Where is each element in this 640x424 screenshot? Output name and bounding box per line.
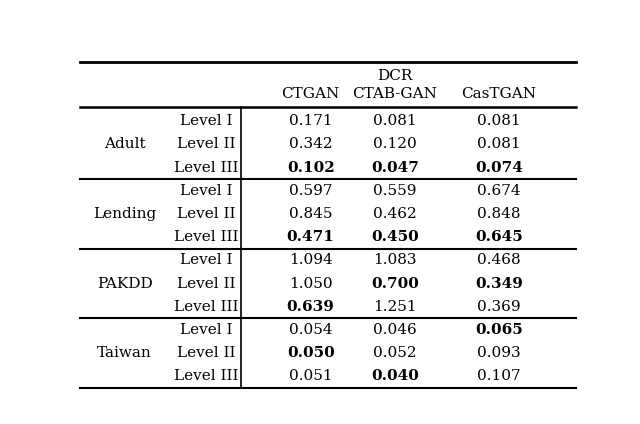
Text: 0.349: 0.349 (475, 276, 523, 290)
Text: Taiwan: Taiwan (97, 346, 152, 360)
Text: 0.674: 0.674 (477, 184, 521, 198)
Text: PAKDD: PAKDD (97, 276, 152, 290)
Text: Lending: Lending (93, 207, 156, 221)
Text: 0.052: 0.052 (373, 346, 417, 360)
Text: 1.083: 1.083 (373, 254, 417, 268)
Text: 0.050: 0.050 (287, 346, 335, 360)
Text: Level II: Level II (177, 276, 236, 290)
Text: 0.845: 0.845 (289, 207, 332, 221)
Text: 0.462: 0.462 (373, 207, 417, 221)
Text: 0.450: 0.450 (371, 230, 419, 244)
Text: 0.107: 0.107 (477, 369, 521, 383)
Text: 0.040: 0.040 (371, 369, 419, 383)
Text: Level II: Level II (177, 207, 236, 221)
Text: 0.081: 0.081 (477, 114, 521, 128)
Text: Level I: Level I (180, 254, 233, 268)
Text: Level II: Level II (177, 137, 236, 151)
Text: 0.468: 0.468 (477, 254, 521, 268)
Text: 0.559: 0.559 (373, 184, 417, 198)
Text: 0.645: 0.645 (476, 230, 523, 244)
Text: Level III: Level III (174, 369, 239, 383)
Text: Level III: Level III (174, 161, 239, 175)
Text: 0.081: 0.081 (477, 137, 521, 151)
Text: 0.054: 0.054 (289, 323, 332, 337)
Text: DCR: DCR (377, 69, 413, 83)
Text: 0.597: 0.597 (289, 184, 332, 198)
Text: CTAB-GAN: CTAB-GAN (353, 87, 437, 101)
Text: 0.102: 0.102 (287, 161, 335, 175)
Text: 0.848: 0.848 (477, 207, 521, 221)
Text: CasTGAN: CasTGAN (461, 87, 536, 101)
Text: Level I: Level I (180, 184, 233, 198)
Text: 1.251: 1.251 (373, 300, 417, 314)
Text: 0.093: 0.093 (477, 346, 521, 360)
Text: Level I: Level I (180, 323, 233, 337)
Text: CTGAN: CTGAN (282, 87, 340, 101)
Text: 0.047: 0.047 (371, 161, 419, 175)
Text: Level III: Level III (174, 230, 239, 244)
Text: 0.051: 0.051 (289, 369, 332, 383)
Text: 1.050: 1.050 (289, 276, 332, 290)
Text: 0.120: 0.120 (373, 137, 417, 151)
Text: 0.342: 0.342 (289, 137, 332, 151)
Text: Level III: Level III (174, 300, 239, 314)
Text: 0.074: 0.074 (475, 161, 523, 175)
Text: Adult: Adult (104, 137, 145, 151)
Text: 0.700: 0.700 (371, 276, 419, 290)
Text: 1.094: 1.094 (289, 254, 333, 268)
Text: Level I: Level I (180, 114, 233, 128)
Text: 0.639: 0.639 (287, 300, 335, 314)
Text: 0.471: 0.471 (287, 230, 335, 244)
Text: Level II: Level II (177, 346, 236, 360)
Text: 0.065: 0.065 (476, 323, 523, 337)
Text: 0.081: 0.081 (373, 114, 417, 128)
Text: 0.369: 0.369 (477, 300, 521, 314)
Text: 0.046: 0.046 (373, 323, 417, 337)
Text: 0.171: 0.171 (289, 114, 332, 128)
